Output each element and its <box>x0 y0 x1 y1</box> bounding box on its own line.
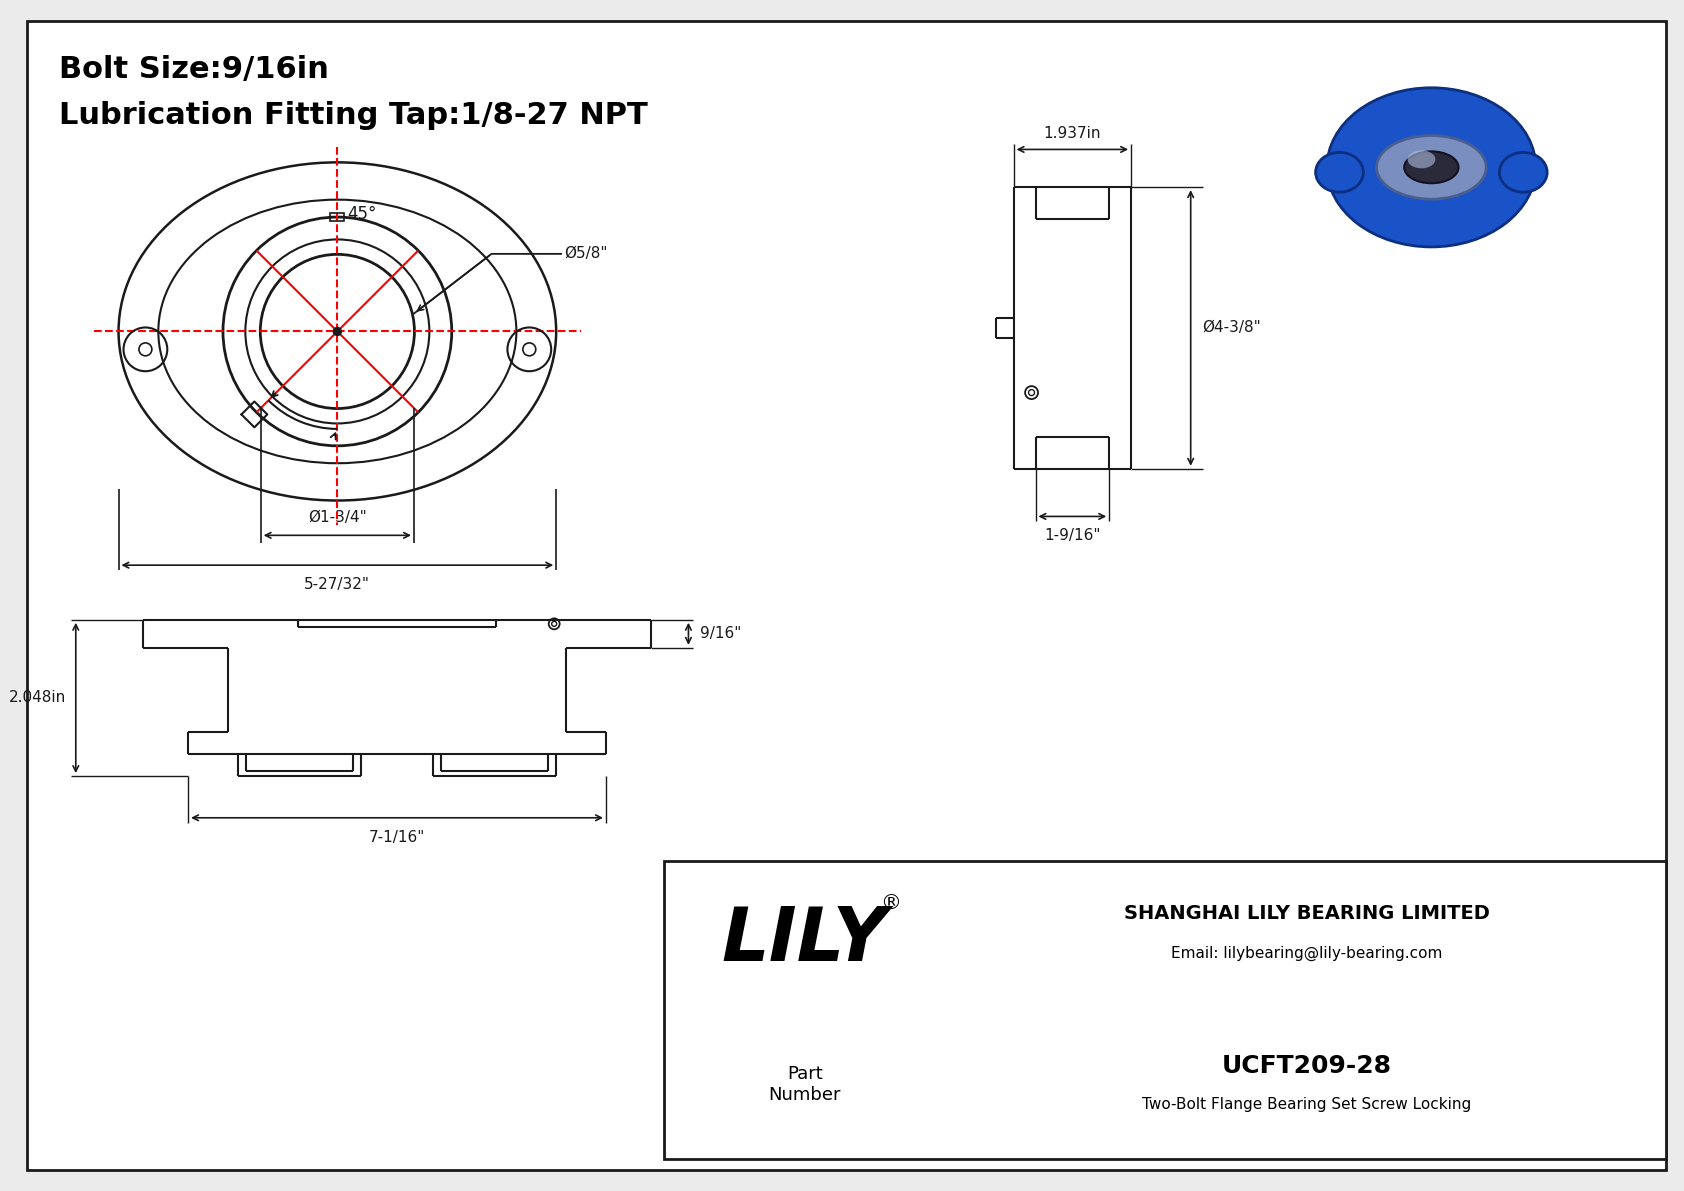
Text: Email: lilybearing@lily-bearing.com: Email: lilybearing@lily-bearing.com <box>1170 946 1442 961</box>
Ellipse shape <box>1327 88 1536 247</box>
Text: Two-Bolt Flange Bearing Set Screw Locking: Two-Bolt Flange Bearing Set Screw Lockin… <box>1142 1097 1472 1111</box>
Text: Ø5/8": Ø5/8" <box>564 247 608 261</box>
Text: 1-9/16": 1-9/16" <box>1044 529 1101 543</box>
Text: Ø4-3/8": Ø4-3/8" <box>1202 320 1261 336</box>
Ellipse shape <box>1404 151 1458 183</box>
Text: 2.048in: 2.048in <box>8 691 66 705</box>
Text: 7-1/16": 7-1/16" <box>369 830 426 844</box>
Ellipse shape <box>1376 136 1487 199</box>
Text: 1.937in: 1.937in <box>1044 126 1101 142</box>
Text: Ø1-3/4": Ø1-3/4" <box>308 511 367 525</box>
Text: 45°: 45° <box>347 205 377 223</box>
Ellipse shape <box>1408 150 1435 168</box>
Text: 9/16": 9/16" <box>701 626 741 641</box>
Ellipse shape <box>333 328 342 336</box>
Text: SHANGHAI LILY BEARING LIMITED: SHANGHAI LILY BEARING LIMITED <box>1123 904 1490 923</box>
Ellipse shape <box>1499 152 1548 192</box>
Text: ®: ® <box>881 893 901 913</box>
Text: 5-27/32": 5-27/32" <box>305 578 370 592</box>
Bar <box>330 213 344 222</box>
Text: Bolt Size:9/16in: Bolt Size:9/16in <box>59 55 328 83</box>
Bar <box>663 861 1665 1159</box>
Text: LILY: LILY <box>722 904 887 977</box>
Ellipse shape <box>1315 152 1364 192</box>
Text: UCFT209-28: UCFT209-28 <box>1221 1054 1391 1078</box>
Text: Part
Number: Part Number <box>768 1065 840 1104</box>
Text: Lubrication Fitting Tap:1/8-27 NPT: Lubrication Fitting Tap:1/8-27 NPT <box>59 101 648 130</box>
